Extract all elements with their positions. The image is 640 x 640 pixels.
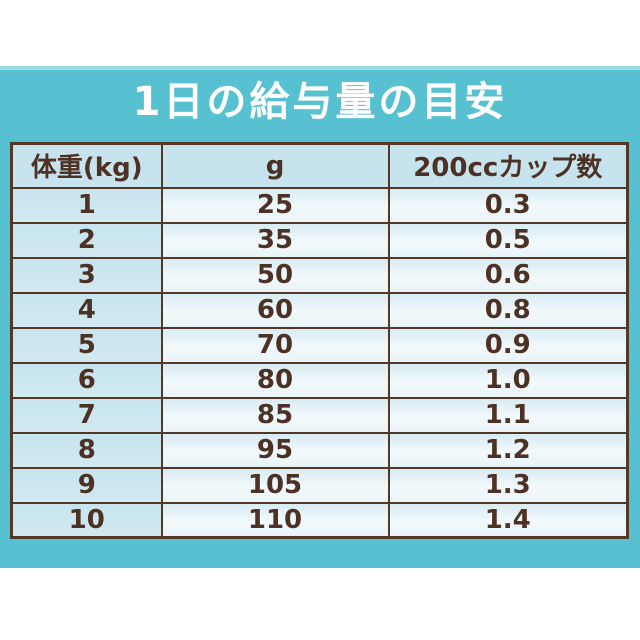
table-row: 6 80 1.0	[10, 361, 629, 399]
table-cell: 5	[10, 326, 163, 364]
table-row: 4 60 0.8	[10, 291, 629, 329]
table-cell: 1.1	[387, 396, 629, 434]
table-cell: 9	[10, 466, 163, 504]
table-cell: 1	[10, 186, 163, 224]
table-cell: 105	[160, 466, 390, 504]
table-cell: 0.6	[387, 256, 629, 294]
table-cell: 7	[10, 396, 163, 434]
table-cell: 35	[160, 221, 390, 259]
feeding-guide-panel: 1日の給与量の目安 体重(kg) g 200ccカップ数 1 25 0.3 2 35 0.5 3…	[0, 66, 640, 568]
table-cell: 10	[10, 501, 163, 539]
table-header: 体重(kg) g 200ccカップ数	[10, 142, 629, 189]
table-header-row: 体重(kg) g 200ccカップ数	[10, 142, 629, 189]
table-cell: 25	[160, 186, 390, 224]
table-cell: 80	[160, 361, 390, 399]
table-cell: 60	[160, 291, 390, 329]
feeding-amount-table: 体重(kg) g 200ccカップ数 1 25 0.3 2 35 0.5 3 50 0.6 4 60 0.…	[10, 142, 629, 539]
table-cell: 85	[160, 396, 390, 434]
table-cell: 70	[160, 326, 390, 364]
page-title: 1日の給与量の目安	[132, 79, 508, 125]
table-cell: 8	[10, 431, 163, 469]
column-header-weight-kg: 体重(kg)	[10, 142, 163, 189]
table-cell: 1.3	[387, 466, 629, 504]
table-cell: 0.3	[387, 186, 629, 224]
table-cell: 1.0	[387, 361, 629, 399]
table-cell: 0.5	[387, 221, 629, 259]
table-cell: 6	[10, 361, 163, 399]
table-cell: 2	[10, 221, 163, 259]
table-cell: 0.8	[387, 291, 629, 329]
panel-top-highlight	[0, 66, 640, 70]
column-header-cups-200cc: 200ccカップ数	[387, 142, 629, 189]
table-body: 1 25 0.3 2 35 0.5 3 50 0.6 4 60 0.8 5 70 0.9 6 80 1.0 7 85 1…	[10, 186, 629, 539]
table-row: 9 105 1.3	[10, 466, 629, 504]
table-row: 7 85 1.1	[10, 396, 629, 434]
table-row: 3 50 0.6	[10, 256, 629, 294]
table-row: 10 110 1.4	[10, 501, 629, 539]
table-cell: 1.4	[387, 501, 629, 539]
column-header-grams: g	[160, 142, 390, 189]
table-cell: 0.9	[387, 326, 629, 364]
table-cell: 110	[160, 501, 390, 539]
table-cell: 3	[10, 256, 163, 294]
table-row: 8 95 1.2	[10, 431, 629, 469]
table-cell: 4	[10, 291, 163, 329]
table-cell: 95	[160, 431, 390, 469]
table-row: 5 70 0.9	[10, 326, 629, 364]
table-row: 2 35 0.5	[10, 221, 629, 259]
table-cell: 50	[160, 256, 390, 294]
table-cell: 1.2	[387, 431, 629, 469]
table-row: 1 25 0.3	[10, 186, 629, 224]
